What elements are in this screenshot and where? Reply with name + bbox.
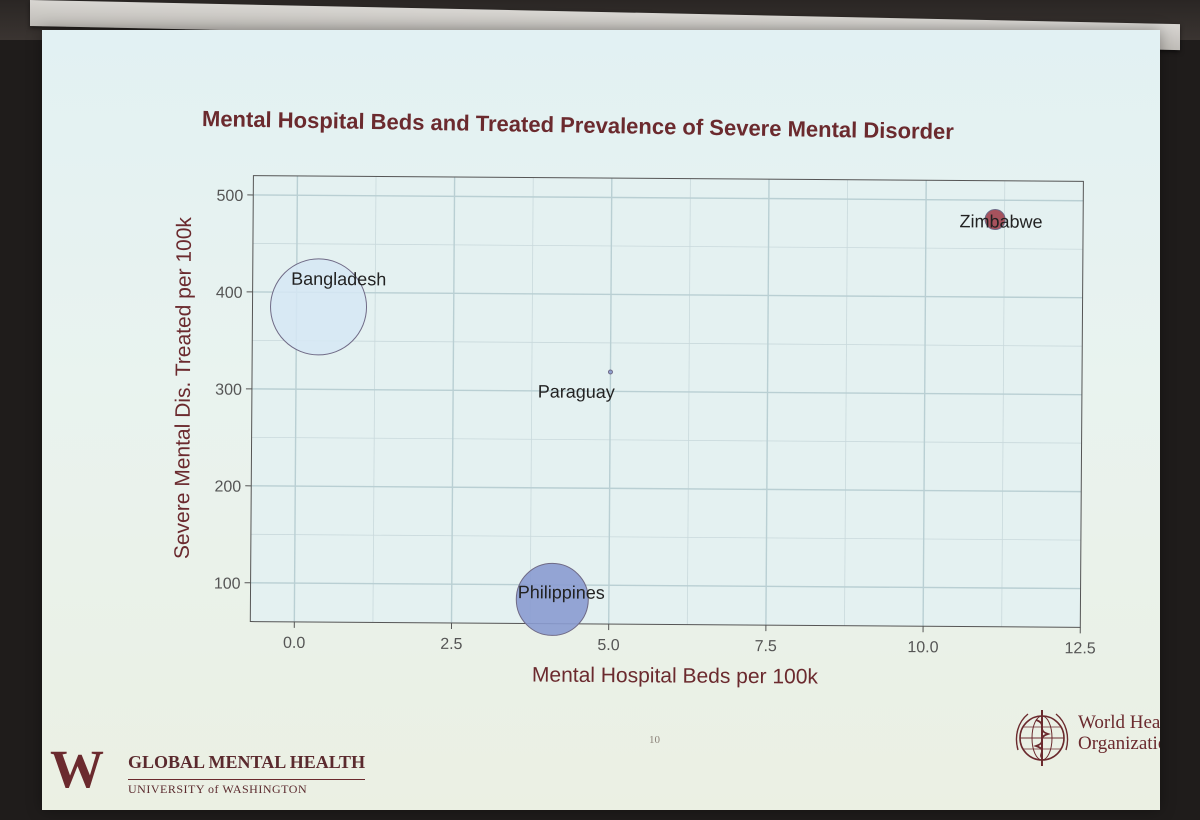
plot-area-frame — [249, 175, 1084, 628]
uw-university-name: UNIVERSITY of WASHINGTON — [128, 782, 308, 796]
bubble-chart: 0.0 2.5 5.0 7.5 10.0 12.5 100 200 300 400 500 Bang… — [171, 175, 1096, 689]
who-emblem-icon — [1015, 710, 1069, 766]
x-minor-gridline — [686, 178, 691, 625]
x-tick-label: 7.5 — [755, 638, 777, 655]
bubble-philippines — [515, 562, 589, 636]
y-major-gridline — [251, 388, 1082, 396]
page-number: 10 — [649, 734, 660, 746]
y-tick-label: 400 — [216, 285, 243, 302]
x-major-gridline — [765, 179, 770, 626]
uw-program-name: GLOBAL MENTAL HEALTH — [128, 752, 366, 780]
x-tick-label: 10.0 — [907, 639, 938, 656]
y-major-gridline — [252, 291, 1083, 299]
chart-point-labels: Bangladesh Paraguay Philippines Zimbabwe — [291, 211, 1043, 603]
x-major-gridline — [450, 176, 456, 623]
y-tick-label: 500 — [217, 188, 244, 205]
x-tick-label: 2.5 — [440, 636, 462, 653]
y-major-gridline — [251, 485, 1082, 493]
plot-background — [250, 175, 1084, 628]
chart-axes: 0.0 2.5 5.0 7.5 10.0 12.5 100 200 300 400 500 — [214, 188, 1096, 658]
who-name: World Health Organization — [1078, 712, 1160, 754]
bubble-paraguay — [607, 369, 613, 375]
x-tick-label: 5.0 — [597, 637, 619, 654]
chart-gridlines — [250, 175, 1084, 628]
x-major-gridline — [293, 175, 299, 622]
y-tick-label: 100 — [214, 576, 241, 593]
x-minor-gridline — [529, 177, 534, 624]
point-label-zimbabwe: Zimbabwe — [960, 211, 1043, 232]
bubble-bangladesh — [270, 258, 368, 356]
x-minor-gridline — [372, 176, 377, 623]
x-major-gridline — [922, 180, 927, 627]
y-minor-gridline — [252, 243, 1083, 250]
chart-bubbles — [270, 209, 1006, 636]
x-minor-gridline — [1001, 180, 1006, 627]
who-branding: World Health Organization — [1012, 706, 1160, 776]
y-major-gridline — [250, 582, 1081, 590]
y-major-gridline — [253, 194, 1084, 202]
x-minor-gridline — [844, 179, 849, 626]
y-minor-gridline — [252, 339, 1083, 347]
x-tick-label: 0.0 — [283, 635, 305, 652]
uw-logo: W — [50, 739, 104, 799]
y-minor-gridline — [251, 436, 1082, 444]
point-label-philippines: Philippines — [518, 582, 605, 603]
x-axis-label: Mental Hospital Beds per 100k — [532, 664, 819, 689]
x-tick-label: 12.5 — [1065, 640, 1096, 657]
bubble-zimbabwe — [984, 209, 1006, 231]
presentation-slide: Mental Hospital Beds and Treated Prevale… — [42, 30, 1160, 810]
uw-branding: W GLOBAL MENTAL HEALTH UNIVERSITY of WAS… — [50, 742, 380, 802]
y-axis-label: Severe Mental Dis. Treated per 100k — [171, 217, 196, 560]
x-major-gridline — [608, 178, 613, 625]
y-minor-gridline — [250, 533, 1081, 541]
point-label-paraguay: Paraguay — [538, 381, 615, 402]
y-tick-label: 300 — [215, 382, 242, 399]
y-tick-label: 200 — [214, 479, 241, 496]
point-label-bangladesh: Bangladesh — [291, 269, 386, 290]
